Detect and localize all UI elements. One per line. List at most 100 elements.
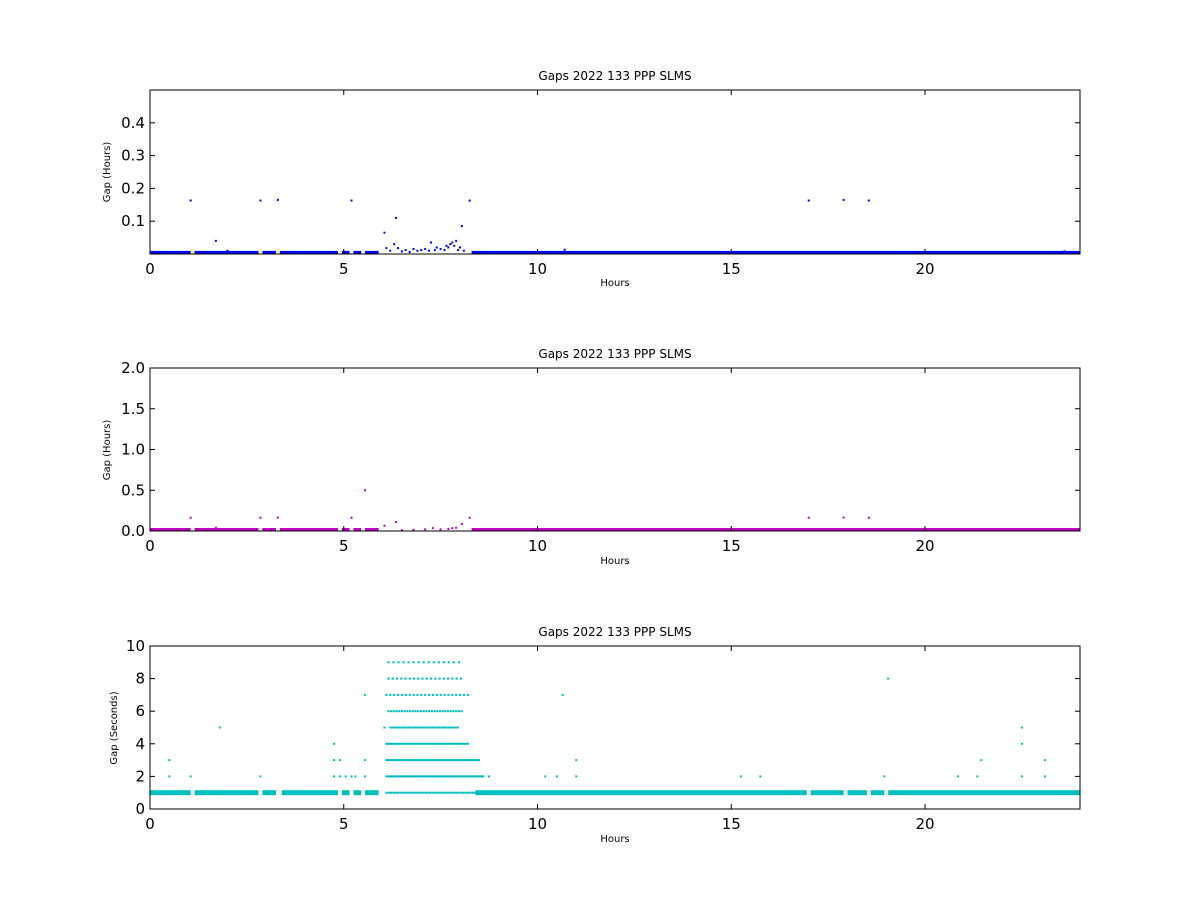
data-point	[464, 742, 468, 745]
data-point	[423, 775, 426, 778]
data-point	[563, 248, 566, 251]
data-point	[435, 775, 438, 778]
data-point	[401, 775, 404, 778]
data-point	[409, 759, 412, 762]
data-point	[467, 759, 470, 762]
data-point	[428, 759, 432, 762]
data-point	[388, 775, 391, 778]
data-point	[455, 775, 459, 778]
data-point	[424, 726, 427, 729]
data-point	[395, 742, 398, 745]
data-point	[411, 759, 414, 762]
data-point	[441, 759, 444, 762]
data-point	[344, 775, 347, 778]
data-point	[408, 791, 411, 794]
data-point	[412, 528, 415, 531]
data-point	[431, 527, 434, 530]
data-point	[392, 775, 395, 778]
data-point	[488, 775, 491, 778]
data-point	[406, 742, 409, 745]
data-point	[397, 693, 400, 696]
data-point	[364, 759, 367, 762]
data-point	[459, 246, 461, 249]
baseline-segment	[847, 790, 867, 796]
data-point	[387, 677, 390, 680]
data-point	[739, 775, 742, 778]
data-point	[443, 693, 446, 696]
data-point	[226, 249, 229, 252]
data-point	[455, 693, 458, 696]
data-point	[459, 775, 463, 778]
data-point	[447, 246, 450, 249]
data-point	[424, 528, 427, 531]
data-point	[459, 742, 462, 745]
data-point	[419, 726, 422, 729]
data-point	[438, 726, 441, 729]
data-point	[168, 759, 171, 762]
data-point	[426, 775, 429, 778]
data-point	[420, 249, 423, 252]
data-point	[447, 726, 450, 729]
data-point	[477, 775, 480, 778]
data-point	[433, 726, 436, 729]
data-point	[432, 775, 436, 778]
data-point	[385, 775, 388, 778]
data-point	[397, 775, 400, 778]
data-point	[420, 759, 423, 762]
data-point	[397, 742, 400, 745]
data-point	[445, 244, 448, 247]
data-point	[575, 775, 578, 778]
data-point	[390, 710, 393, 713]
data-point	[214, 239, 217, 242]
data-point	[422, 710, 425, 713]
data-point	[427, 661, 430, 664]
data-point	[430, 775, 433, 778]
x-tick-label: 15	[722, 537, 741, 555]
data-point	[437, 661, 440, 664]
data-point	[401, 791, 404, 794]
data-point	[442, 775, 445, 778]
data-point	[391, 677, 394, 680]
data-point	[426, 726, 429, 729]
data-point	[446, 710, 450, 713]
y-tick-label: 1.0	[121, 441, 145, 459]
data-point	[390, 775, 393, 778]
data-point	[455, 526, 458, 529]
data-point	[189, 199, 192, 202]
subplot-bottom-ylabel: Gap (Seconds)	[109, 691, 120, 764]
data-point	[389, 693, 392, 696]
data-point	[404, 775, 407, 778]
data-point	[390, 791, 393, 794]
baseline-segment	[281, 790, 338, 796]
y-tick-label: 2.0	[121, 359, 145, 377]
data-point	[441, 791, 444, 794]
data-point	[404, 693, 407, 696]
data-point	[434, 791, 437, 794]
data-point	[427, 759, 430, 762]
x-tick-label: 0	[145, 537, 155, 555]
data-point	[416, 775, 419, 778]
data-point	[391, 726, 394, 729]
data-point	[409, 775, 412, 778]
data-point	[435, 693, 438, 696]
data-point	[418, 742, 421, 745]
data-point	[408, 775, 411, 778]
data-point	[451, 241, 454, 244]
baseline-segment	[262, 527, 276, 531]
data-point	[807, 199, 810, 202]
baseline-segment	[194, 790, 259, 796]
y-tick-label: 4	[135, 735, 145, 753]
data-point	[420, 693, 423, 696]
data-point	[471, 791, 474, 794]
data-point	[450, 791, 453, 794]
data-point	[411, 710, 414, 713]
data-point	[466, 791, 469, 794]
data-point	[402, 661, 405, 664]
data-point	[412, 248, 415, 251]
data-point	[364, 775, 367, 778]
baseline-segment	[365, 527, 379, 531]
data-point	[397, 759, 400, 762]
data-point	[440, 775, 444, 778]
data-point	[350, 516, 353, 519]
data-point	[396, 726, 399, 729]
